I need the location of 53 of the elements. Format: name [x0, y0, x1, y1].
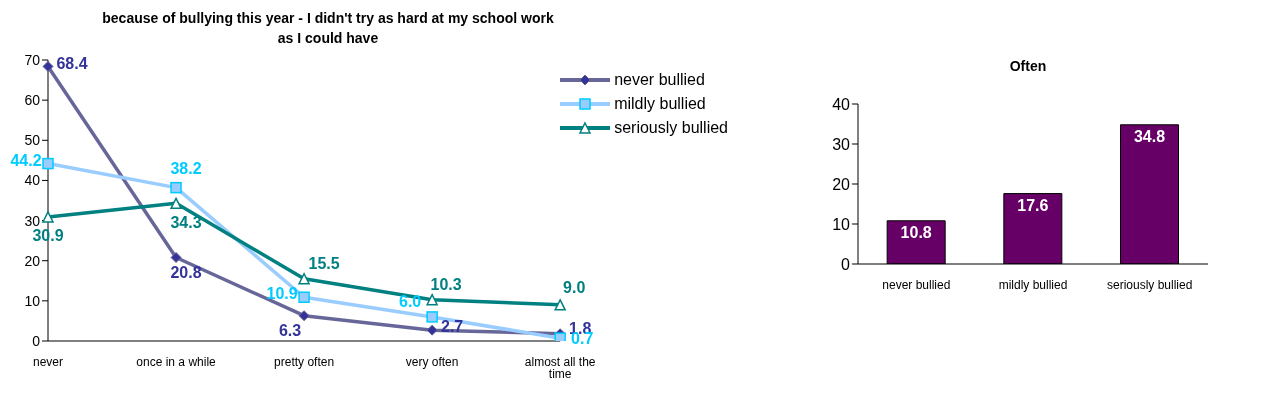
point — [554, 299, 566, 311]
y-tick-label: 40 — [24, 172, 41, 189]
y-tick-label: 70 — [24, 51, 41, 68]
y-tick-label: 40 — [832, 95, 851, 113]
y-tick-label: 20 — [24, 252, 41, 269]
legend-label: mildly bullied — [614, 95, 706, 113]
y-tick-label: 50 — [24, 132, 41, 149]
data-label: 34.8 — [1133, 128, 1166, 146]
point — [426, 311, 438, 323]
point — [298, 273, 310, 285]
y-tick-label: 0 — [841, 255, 851, 273]
y-tick-label: 30 — [24, 212, 41, 229]
point — [42, 157, 54, 170]
point — [426, 324, 438, 336]
chart-title: because of bullying this year - I didn't try as hard at my school work as I could have — [101, 9, 555, 48]
data-label: 10.9 — [266, 285, 298, 303]
y-tick-label: 0 — [32, 332, 41, 349]
x-tick-label: mildly bullied — [998, 277, 1068, 292]
x-tick-label: very often — [405, 354, 459, 369]
point — [170, 181, 182, 194]
point — [170, 252, 182, 263]
x-tick-label: almost all the time — [524, 354, 596, 381]
legend-label: never bullied — [614, 71, 705, 89]
data-label: 44.2 — [10, 151, 42, 169]
point — [426, 293, 438, 306]
legend-label: seriously bullied — [614, 119, 728, 137]
data-label: 30.9 — [32, 227, 64, 245]
data-label: 38.2 — [170, 159, 202, 177]
data-label: 34.3 — [170, 213, 202, 231]
data-label: 20.8 — [170, 263, 202, 281]
data-label: 68.4 — [56, 54, 88, 72]
chart-title: Often — [1008, 58, 1048, 74]
point — [298, 310, 310, 322]
data-label: 10.8 — [900, 224, 932, 242]
x-tick-label: never — [32, 354, 64, 369]
y-tick-label: 10 — [24, 292, 41, 309]
data-label: 6.0 — [398, 293, 422, 311]
data-label: 15.5 — [308, 255, 340, 273]
data-label: 17.6 — [1017, 196, 1049, 214]
y-tick-label: 60 — [24, 92, 41, 109]
y-tick-label: 20 — [832, 175, 851, 193]
y-tick-label: 30 — [832, 135, 851, 153]
x-tick-label: pretty often — [274, 354, 335, 369]
point — [298, 291, 310, 303]
data-label: 6.3 — [278, 321, 302, 339]
x-tick-label: once in a while — [136, 354, 217, 369]
point — [170, 197, 182, 210]
point — [554, 332, 566, 341]
data-label: 10.3 — [430, 275, 462, 293]
x-tick-label: seriously bullied — [1106, 277, 1193, 292]
x-tick-label: never bullied — [882, 277, 951, 292]
data-label: 9.0 — [563, 279, 586, 297]
y-tick-label: 10 — [832, 215, 851, 233]
